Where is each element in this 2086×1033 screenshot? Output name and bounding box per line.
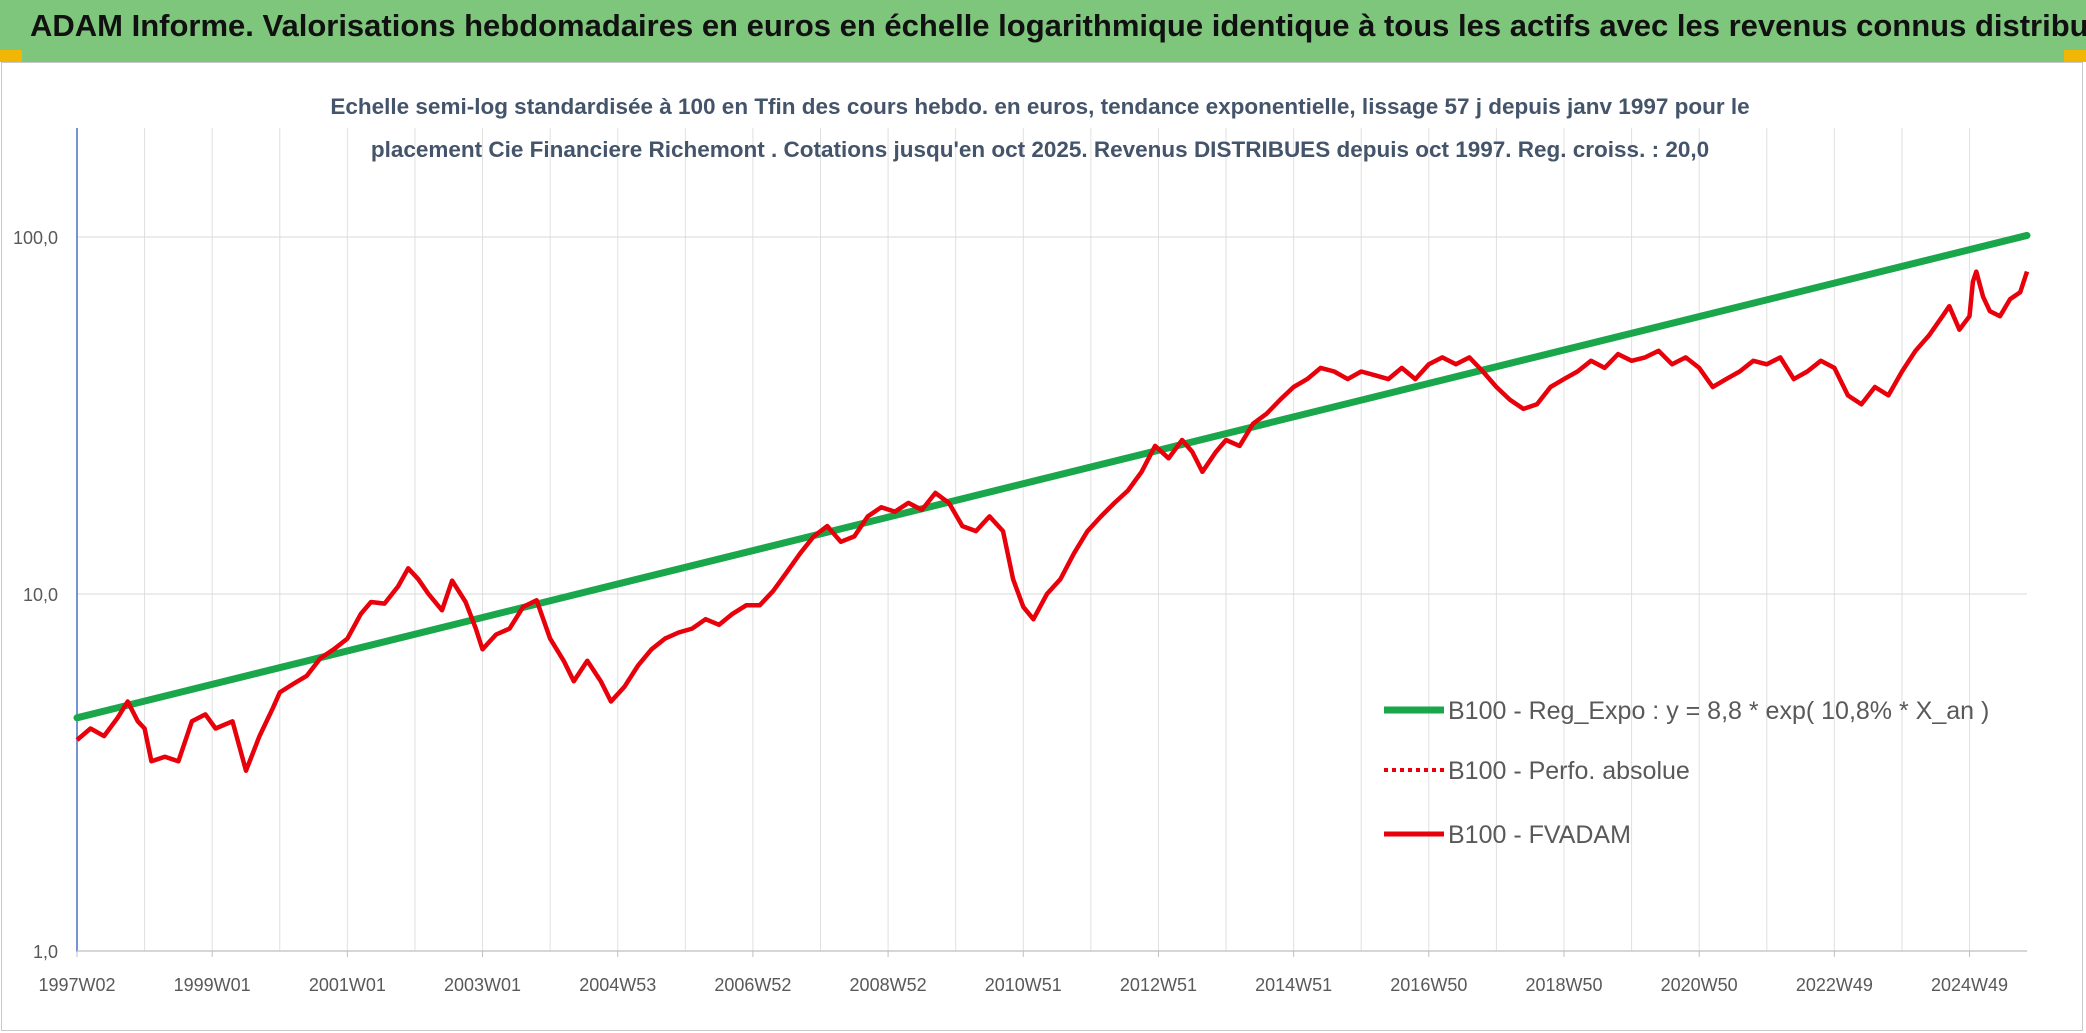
y-tick-label: 10,0 [23, 585, 58, 605]
x-tick-label: 1997W02 [38, 975, 115, 995]
horizontal-grid [77, 236, 2027, 952]
header-bar: ADAM Informe. Valorisations hebdomadaire… [0, 0, 2086, 62]
x-tick-label: 2004W53 [579, 975, 656, 995]
x-tick-label: 2010W51 [985, 975, 1062, 995]
corner-marker-left [0, 50, 22, 62]
corner-marker-right [2064, 50, 2086, 62]
y-tick-label: 100,0 [13, 228, 58, 248]
legend-label-perfo: B100 - Perfo. absolue [1448, 757, 1690, 785]
x-tick-labels: 1997W02 1999W01 2001W01 2003W01 2004W53 2006W… [38, 951, 2008, 995]
x-tick-label: 2022W49 [1796, 975, 1873, 995]
series-line-trend [73, 231, 2031, 722]
x-tick-label: 2001W01 [309, 975, 386, 995]
x-tick-label: 2003W01 [444, 975, 521, 995]
series-layer [73, 231, 2031, 773]
x-tick-label: 2016W50 [1390, 975, 1467, 995]
x-tick-label: 2006W52 [714, 975, 791, 995]
legend-label-trend: B100 - Reg_Expo : y = 8,8 * exp( 10,8% *… [1448, 697, 1989, 725]
series-line-fvadam [75, 269, 2030, 773]
chart-title-line-1: Echelle semi-log standardisée à 100 en T… [330, 94, 1749, 119]
x-tick-label: 2020W50 [1661, 975, 1738, 995]
chart-frame [1, 62, 2083, 1031]
legend: B100 - Reg_Expo : y = 8,8 * exp( 10,8% *… [1384, 697, 1989, 849]
legend-label-fvadam: B100 - FVADAM [1448, 821, 1631, 849]
header-title: ADAM Informe. Valorisations hebdomadaire… [30, 8, 2086, 43]
y-tick-labels: 1,0 10,0 100,0 [13, 228, 58, 962]
y-tick-label: 1,0 [33, 942, 58, 962]
x-tick-label: 2008W52 [850, 975, 927, 995]
x-tick-label: 2014W51 [1255, 975, 1332, 995]
x-tick-label: 2012W51 [1120, 975, 1197, 995]
x-tick-label: 2018W50 [1525, 975, 1602, 995]
x-tick-label: 2024W49 [1931, 975, 2008, 995]
chart-title-line-2: placement Cie Financiere Richemont . Cot… [371, 137, 1709, 162]
vertical-grid [76, 128, 1971, 951]
x-tick-label: 1999W01 [174, 975, 251, 995]
